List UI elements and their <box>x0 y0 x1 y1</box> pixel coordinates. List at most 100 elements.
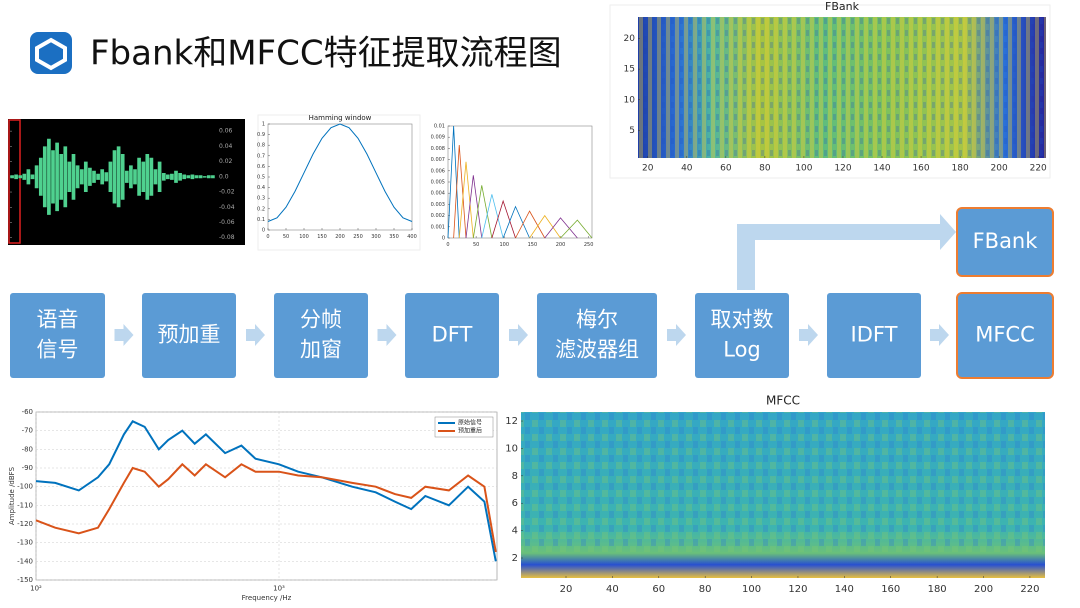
mel-filter <box>447 125 460 239</box>
y-tick-label: -100 <box>17 483 33 491</box>
y-tick-label: 20 <box>624 34 636 44</box>
x-tick-label: 300 <box>371 234 381 240</box>
y-tick-label: 0 <box>442 236 445 242</box>
fbank-texture <box>638 17 1046 158</box>
y-tick-label: 0.1 <box>257 217 265 223</box>
y-tick-label: 10 <box>624 95 636 105</box>
y-tick-label: 0.5 <box>257 175 265 181</box>
flow-node <box>827 293 921 378</box>
x-tick-label: 140 <box>873 164 890 174</box>
y-tick-label: 0.4 <box>257 185 265 191</box>
flow-node-label: 分帧 <box>300 308 342 332</box>
mel-filter <box>481 194 504 239</box>
flow-node-label: FBank <box>973 229 1039 253</box>
flow-node <box>405 293 499 378</box>
x-tick-label: 150 <box>317 234 327 240</box>
flow-node-label: 滤波器组 <box>555 338 639 362</box>
y-tick-label: 0.7 <box>257 153 265 159</box>
flow-node-label: 梅尔 <box>576 308 618 332</box>
x-tick-label: 80 <box>699 584 712 595</box>
y-tick-label: -150 <box>17 576 33 584</box>
x-tick-label: 40 <box>681 164 693 174</box>
x-tick-label: 50 <box>473 242 479 248</box>
flow-arrow <box>799 324 818 346</box>
x-tick-label: 200 <box>991 164 1008 174</box>
flow-node <box>956 207 1054 277</box>
mel-filter <box>491 199 516 239</box>
x-tick-label: 20 <box>642 164 654 174</box>
y-tick-label: 0.01 <box>434 124 445 130</box>
x-tick-label: 160 <box>912 164 929 174</box>
y-tick-label: -70 <box>22 427 33 435</box>
chart-title: Hamming window <box>309 114 372 122</box>
y-tick-label: -130 <box>17 539 33 547</box>
y-tick-label: 0.006 <box>431 168 445 174</box>
flow-arrow <box>930 324 949 346</box>
x-tick-label: 180 <box>928 584 947 595</box>
flow-node-label: 预加重 <box>158 323 221 347</box>
chart-title: FBank <box>825 0 860 13</box>
y-tick-label: 0.04 <box>219 143 233 150</box>
flow-node-label: 语音 <box>37 308 79 332</box>
x-tick-label: 100 <box>299 234 309 240</box>
frame-marker <box>8 119 21 244</box>
flow-arrow <box>377 324 397 346</box>
x-tick-label: 100 <box>795 164 812 174</box>
y-tick-label: 0.3 <box>257 196 265 202</box>
flow-node-label: MFCC <box>975 323 1035 347</box>
y-tick-label: 2 <box>512 553 518 564</box>
waveform-line <box>10 138 215 215</box>
y-tick-label: 0.6 <box>257 164 265 170</box>
y-tick-label: 4 <box>512 526 518 537</box>
x-tick-label: 200 <box>556 242 566 248</box>
y-tick-label: 0.2 <box>257 206 265 212</box>
x-tick-label: 0 <box>266 234 269 240</box>
mel-filter <box>465 175 483 239</box>
flow-node-label: IDFT <box>851 323 898 347</box>
flow-node <box>142 293 236 378</box>
x-tick-label: 160 <box>881 584 900 595</box>
y-tick-label: 0.001 <box>431 224 445 230</box>
mel-filter <box>472 185 493 239</box>
mfcc-texture <box>521 412 1045 552</box>
x-tick-label: 350 <box>389 234 399 240</box>
y-tick-label: 1 <box>262 122 265 128</box>
y-tick-label: 0.002 <box>431 213 445 219</box>
flow-node-label: DFT <box>432 323 473 347</box>
chart-title: MFCC <box>766 394 800 408</box>
y-tick-label: 0.007 <box>431 157 445 163</box>
branch-arrow <box>737 214 956 290</box>
y-tick-label: -0.04 <box>219 204 235 211</box>
x-axis-label: Frequency /Hz <box>242 594 292 602</box>
plot-frame <box>447 125 593 239</box>
x-tick-label: 220 <box>1030 164 1047 174</box>
legend-label: 预加重后 <box>458 427 482 435</box>
x-tick-label: 40 <box>606 584 619 595</box>
y-tick-label: 0.8 <box>257 143 265 149</box>
title: Fbank和MFCC特征提取流程图 <box>90 34 562 74</box>
x-tick-label: 20 <box>560 584 573 595</box>
y-tick-label: -0.08 <box>219 234 235 241</box>
mel-filter <box>529 214 561 239</box>
spectrum-line <box>35 420 497 562</box>
x-tick-label: 200 <box>335 234 345 240</box>
y-tick-label: -60 <box>22 408 33 416</box>
y-tick-label: -140 <box>17 557 33 565</box>
x-tick-label: 120 <box>788 584 807 595</box>
flow-node <box>537 293 657 378</box>
legend-label: 原始信号 <box>458 419 482 427</box>
x-tick-label: 180 <box>952 164 969 174</box>
hamming-panel <box>257 114 421 251</box>
flow-node-label: 加窗 <box>300 338 342 362</box>
mel-filter <box>458 161 474 239</box>
y-tick-label: -110 <box>17 501 33 509</box>
x-tick-label: 100 <box>742 584 761 595</box>
flow-arrow <box>114 324 134 346</box>
y-tick-label: 0.003 <box>431 202 445 208</box>
y-tick-label: -0.06 <box>219 219 235 226</box>
flow-node <box>956 292 1054 379</box>
mel-filter <box>453 145 467 239</box>
y-tick-label: -120 <box>17 520 33 528</box>
x-tick-label: 400 <box>407 234 417 240</box>
y-tick-label: 10 <box>505 443 518 454</box>
